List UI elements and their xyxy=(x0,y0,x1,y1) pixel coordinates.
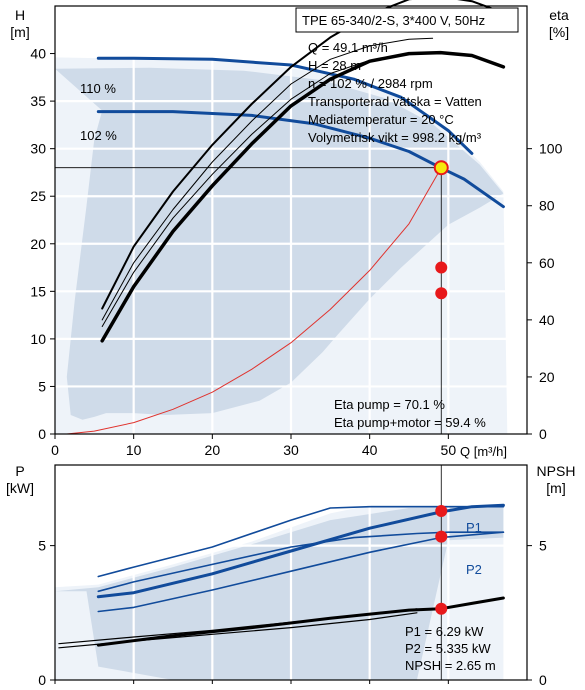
bottom-y2label-line1: NPSH xyxy=(537,463,576,479)
series-line-npsh xyxy=(96,596,505,647)
p2-value-label: P2 = 5.335 kW xyxy=(405,641,491,656)
y2-tick-label-80: 80 xyxy=(539,198,555,214)
top-ticks: 0 5 10 15 20 25 30 35 40 0 20 40 60 80 100 0 10 20 30 40 50 xyxy=(30,46,562,458)
series-line-p1-102 xyxy=(96,503,505,599)
top-markers xyxy=(433,160,449,300)
bottom-ylabel-line1: P xyxy=(15,463,24,479)
y2-tick-label-0: 0 xyxy=(539,426,547,442)
chart-title: TPE 65-340/2-S, 3*400 V, 50Hz xyxy=(302,13,485,28)
marker-point-0 xyxy=(435,261,448,274)
top-y2label-line1: eta xyxy=(549,7,569,23)
top-ylabel-line1: H xyxy=(15,7,25,23)
y2-tick-label-5: 5 xyxy=(539,538,547,554)
top-series xyxy=(55,0,506,435)
marker-point-1 xyxy=(435,287,448,300)
curve-label-p1: P1 xyxy=(466,520,482,535)
series-line-p1-110 xyxy=(97,505,505,578)
x-tick-label-0: 0 xyxy=(51,442,59,458)
y-tick-label-40: 40 xyxy=(30,46,46,62)
curve-label-102: 102 % xyxy=(80,128,117,143)
y-tick-label-0: 0 xyxy=(38,426,46,442)
npsh-value-label: NPSH = 2.65 m xyxy=(405,658,496,673)
series-line-eta-thin-a xyxy=(101,37,434,321)
info-line-fluid: Transporterad vätska = Vatten xyxy=(308,94,482,109)
bottom-ticks: 0 5 0 5 xyxy=(38,538,547,688)
info-line-temp: Mediatemperatur = 20 °C xyxy=(308,112,454,127)
eta-pump-label: Eta pump = 70.1 % xyxy=(334,397,445,412)
y2-tick-label-100: 100 xyxy=(539,141,563,157)
y-tick-label-15: 15 xyxy=(30,283,46,299)
x-tick-label-40: 40 xyxy=(362,442,378,458)
curve-label-110: 110 % xyxy=(80,81,116,96)
top-ylabel-line2: [m] xyxy=(10,24,29,40)
y2-tick-label-20: 20 xyxy=(539,369,555,385)
y2-tick-label-60: 60 xyxy=(539,255,555,271)
x-tick-label-30: 30 xyxy=(283,442,299,458)
info-line-density: Volymetrisk vikt = 998.2 kg/m³ xyxy=(308,130,482,145)
y-tick-label-0: 0 xyxy=(38,672,46,688)
y2-tick-label-0: 0 xyxy=(539,672,547,688)
top-y2label-line2: [%] xyxy=(549,24,569,40)
y-tick-label-30: 30 xyxy=(30,141,46,157)
bottom-y2label-line2: [m] xyxy=(546,480,565,496)
y-tick-label-5: 5 xyxy=(38,538,46,554)
title-box xyxy=(295,7,519,33)
x-tick-label-50: 50 xyxy=(441,442,457,458)
x-tick-label-10: 10 xyxy=(126,442,142,458)
y-tick-label-10: 10 xyxy=(30,331,46,347)
duty-point-marker xyxy=(433,160,449,176)
top-grid xyxy=(55,6,527,434)
info-line-n: n = 102 % / 2984 rpm xyxy=(308,76,433,91)
bottom-ylabel-line2: [kW] xyxy=(6,480,34,496)
bottom-series xyxy=(58,465,505,680)
y-tick-label-5: 5 xyxy=(38,378,46,394)
marker-point-0 xyxy=(435,504,448,517)
marker-point-2 xyxy=(435,602,448,615)
series-line-system-curve xyxy=(66,167,442,435)
y2-tick-label-40: 40 xyxy=(539,312,555,328)
series-line-eta-outer xyxy=(101,0,505,310)
eta-pump-motor-label: Eta pump+motor = 59.4 % xyxy=(334,415,486,430)
series-line-110- xyxy=(96,56,474,155)
info-line-q: Q = 49.1 m³/h xyxy=(308,40,388,55)
series-line-102- xyxy=(96,110,505,209)
curve-label-p2: P2 xyxy=(466,562,482,577)
series-line-eta-pump xyxy=(100,50,506,343)
bottom-markers xyxy=(435,504,448,615)
top-xlabel: Q [m³/h] xyxy=(460,444,507,459)
y-tick-label-35: 35 xyxy=(30,93,46,109)
y-tick-label-20: 20 xyxy=(30,236,46,252)
x-tick-label-20: 20 xyxy=(205,442,221,458)
p1-value-label: P1 = 6.29 kW xyxy=(405,624,484,639)
marker-point-1 xyxy=(435,530,448,543)
y-tick-label-25: 25 xyxy=(30,188,46,204)
info-line-h: H = 28 m xyxy=(308,58,361,73)
